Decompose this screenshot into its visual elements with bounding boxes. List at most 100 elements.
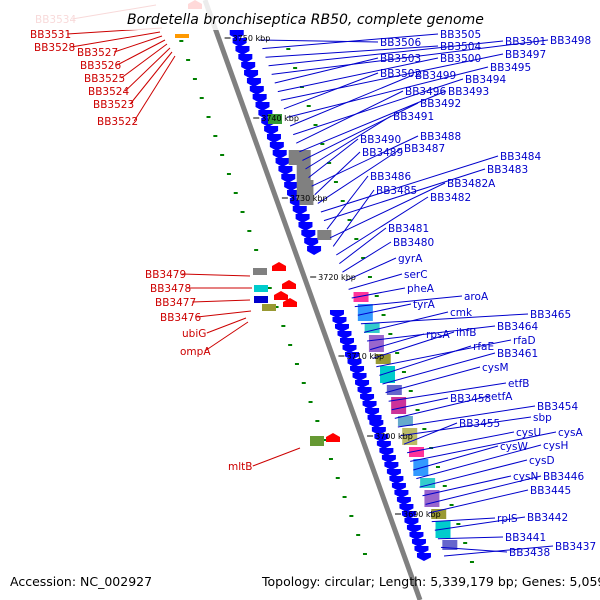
tick-label: 3700 kbp — [375, 432, 413, 441]
leader-line-forward — [293, 78, 464, 136]
gc-dot — [306, 105, 311, 107]
gc-dot — [463, 542, 468, 544]
gene-forward — [371, 427, 386, 435]
gene-label-forward: BB3492 — [420, 98, 461, 110]
gene-forward — [347, 359, 362, 367]
leader-line-forward — [311, 135, 419, 187]
gc-dot — [308, 401, 313, 403]
genome-backbone — [202, 0, 423, 600]
leader-line-forward — [394, 395, 490, 419]
gene-label-forward: BB3485 — [376, 185, 417, 197]
gene-label-forward: tyrA — [413, 299, 436, 311]
gene-label-reverse: BB3527 — [77, 47, 118, 59]
gc-dot — [335, 477, 340, 479]
gene-label-forward: cysN — [513, 471, 538, 483]
gc-dot — [340, 200, 345, 202]
leader-line-forward — [407, 431, 515, 454]
feature-block — [391, 397, 407, 414]
leader-line-forward — [360, 313, 529, 325]
leader-lines-layer — [67, 4, 557, 557]
gene-label-forward: BB3454 — [537, 401, 578, 413]
leader-line-forward — [336, 196, 429, 256]
feature-block — [409, 447, 425, 457]
gene-forward — [329, 310, 344, 318]
tick-label: 3690 kbp — [403, 510, 441, 519]
gene-forward — [374, 434, 389, 442]
gene-forward — [406, 525, 421, 533]
gene-label-forward: pheA — [407, 283, 435, 295]
gene-label-forward: BB3502 — [380, 68, 421, 80]
gc-dots-layer — [179, 40, 474, 563]
leader-line-forward — [413, 445, 499, 471]
feature-block — [364, 323, 380, 333]
gene-forward — [384, 462, 399, 470]
feature-block — [431, 509, 447, 519]
gene-label-forward: BB3497 — [505, 49, 546, 61]
leader-line-reverse — [120, 43, 168, 79]
gc-dot — [342, 496, 347, 498]
gc-dot — [328, 458, 333, 460]
gene-forward — [232, 38, 247, 47]
gene-label-forward: BB3445 — [530, 485, 571, 497]
leader-line-reverse — [252, 447, 301, 467]
gene-label-forward: aroA — [464, 291, 489, 303]
leader-line-forward — [400, 416, 532, 437]
gc-dot — [422, 428, 427, 430]
gene-forward — [284, 182, 299, 191]
gc-dot — [435, 466, 440, 468]
leader-line-forward — [403, 422, 458, 445]
gene-forward — [238, 54, 253, 63]
genome-stats-text: Topology: circular; Length: 5,339,179 bp… — [261, 574, 600, 589]
gene-label-forward: BB3488 — [420, 131, 461, 143]
gene-label-forward: gyrA — [398, 253, 423, 265]
gc-dot — [320, 143, 325, 145]
gene-label-reverse: BB3525 — [84, 73, 125, 85]
gene-label-forward: BB3487 — [404, 143, 445, 155]
gene-forward — [389, 476, 404, 484]
gc-dot — [286, 48, 291, 50]
gc-dot — [233, 192, 238, 194]
gene-forward — [357, 387, 372, 395]
feature-block — [380, 366, 396, 383]
gene-label-forward: BB3438 — [509, 547, 550, 559]
gc-dot — [349, 515, 354, 517]
gene-forward — [391, 483, 406, 491]
leader-line-forward — [431, 517, 496, 523]
gene-forward — [399, 504, 414, 512]
gene-forward — [246, 78, 261, 87]
leader-line-forward — [259, 39, 379, 43]
leader-line-forward — [329, 182, 446, 239]
gene-label-forward: BB3491 — [393, 111, 434, 123]
gene-label-forward: BB3499 — [415, 70, 456, 82]
gene-label-forward: BB3442 — [527, 512, 568, 524]
leader-line-reverse — [206, 317, 247, 334]
gene-green — [268, 114, 282, 124]
leader-line-reverse — [71, 31, 161, 48]
gene-forward — [304, 238, 319, 247]
gene-forward — [376, 441, 391, 449]
gene-reverse-block — [262, 304, 276, 311]
gc-dot — [206, 116, 211, 118]
gene-label-forward: ihfB — [456, 327, 476, 339]
gene-label-forward: BB3504 — [440, 41, 481, 53]
ticks-layer: 3750 kbp 3740 kbp 3730 kbp 3720 kbp 3710 kbp… — [224, 34, 441, 519]
gene-forward — [266, 134, 281, 143]
gene-forward — [409, 532, 424, 540]
gene-label-forward: rfaE — [473, 341, 494, 353]
tick-label: 3730 kbp — [290, 194, 328, 203]
gene-label-forward: cysA — [558, 427, 583, 439]
gc-dot — [361, 257, 366, 259]
gene-forward — [414, 546, 429, 554]
leader-line-forward — [345, 257, 397, 282]
leader-line-forward — [382, 352, 496, 385]
gene-label-forward: cysH — [543, 440, 568, 452]
gene-label-forward: BB3482A — [447, 178, 496, 190]
feature-block — [397, 416, 413, 426]
leader-line-forward — [262, 33, 439, 50]
gene-reverse-block — [254, 285, 268, 292]
gene-label-forward: rplS — [497, 513, 518, 525]
gene-label-forward: BB3506 — [380, 37, 421, 49]
leader-line-reverse — [197, 310, 252, 318]
